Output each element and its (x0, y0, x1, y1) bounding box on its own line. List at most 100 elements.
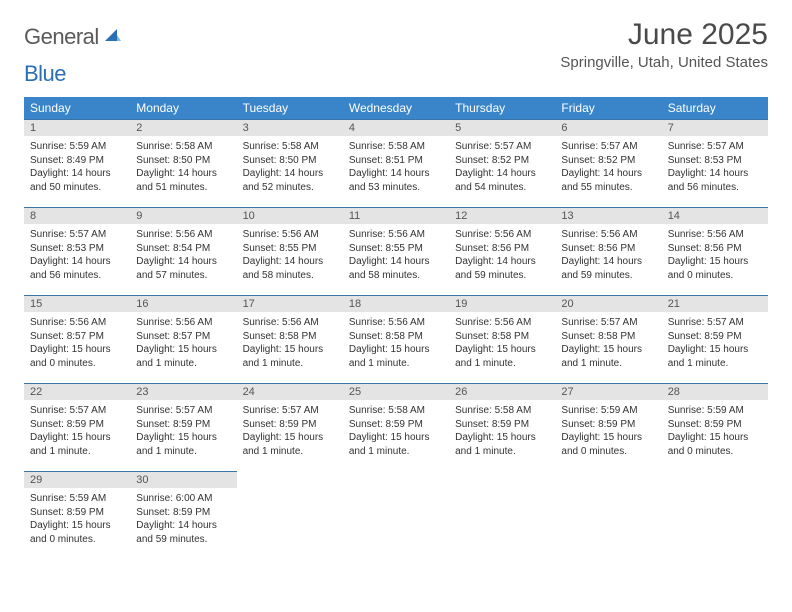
day-body: Sunrise: 5:56 AMSunset: 8:57 PMDaylight:… (130, 312, 236, 376)
calendar-day-cell: 10Sunrise: 5:56 AMSunset: 8:55 PMDayligh… (237, 208, 343, 296)
sunset-text: Sunset: 8:58 PM (561, 330, 655, 344)
daylight-text: Daylight: 15 hours (30, 519, 124, 533)
sunrise-text: Sunrise: 5:57 AM (136, 404, 230, 418)
sunrise-text: Sunrise: 5:56 AM (455, 316, 549, 330)
sunrise-text: Sunrise: 5:57 AM (30, 228, 124, 242)
daylight-text: and 1 minute. (561, 357, 655, 371)
daylight-text: Daylight: 14 hours (349, 167, 443, 181)
day-number: 4 (343, 120, 449, 136)
daylight-text: Daylight: 15 hours (30, 431, 124, 445)
daylight-text: Daylight: 14 hours (136, 519, 230, 533)
daylight-text: Daylight: 15 hours (243, 431, 337, 445)
calendar-day-cell (662, 472, 768, 560)
daylight-text: Daylight: 15 hours (668, 255, 762, 269)
day-body: Sunrise: 5:58 AMSunset: 8:51 PMDaylight:… (343, 136, 449, 200)
daylight-text: and 1 minute. (668, 357, 762, 371)
day-body: Sunrise: 5:58 AMSunset: 8:59 PMDaylight:… (449, 400, 555, 464)
sunrise-text: Sunrise: 5:56 AM (349, 316, 443, 330)
calendar-day-cell: 19Sunrise: 5:56 AMSunset: 8:58 PMDayligh… (449, 296, 555, 384)
day-number: 17 (237, 296, 343, 312)
daylight-text: and 1 minute. (243, 445, 337, 459)
sunrise-text: Sunrise: 5:56 AM (243, 316, 337, 330)
calendar-day-cell: 6Sunrise: 5:57 AMSunset: 8:52 PMDaylight… (555, 120, 661, 208)
title-block: June 2025 Springville, Utah, United Stat… (560, 18, 768, 71)
weekday-header: Sunday (24, 97, 130, 120)
daylight-text: Daylight: 15 hours (455, 343, 549, 357)
calendar-day-cell: 30Sunrise: 6:00 AMSunset: 8:59 PMDayligh… (130, 472, 236, 560)
day-body: Sunrise: 5:59 AMSunset: 8:59 PMDaylight:… (24, 488, 130, 552)
calendar-day-cell: 7Sunrise: 5:57 AMSunset: 8:53 PMDaylight… (662, 120, 768, 208)
day-number: 15 (24, 296, 130, 312)
sunrise-text: Sunrise: 5:57 AM (455, 140, 549, 154)
daylight-text: and 56 minutes. (30, 269, 124, 283)
sunset-text: Sunset: 8:55 PM (349, 242, 443, 256)
calendar-day-cell: 22Sunrise: 5:57 AMSunset: 8:59 PMDayligh… (24, 384, 130, 472)
day-number: 26 (449, 384, 555, 400)
daylight-text: and 1 minute. (30, 445, 124, 459)
sunset-text: Sunset: 8:58 PM (349, 330, 443, 344)
daylight-text: Daylight: 14 hours (136, 255, 230, 269)
calendar-day-cell: 4Sunrise: 5:58 AMSunset: 8:51 PMDaylight… (343, 120, 449, 208)
sunset-text: Sunset: 8:59 PM (668, 418, 762, 432)
calendar-day-cell (555, 472, 661, 560)
calendar-day-cell: 16Sunrise: 5:56 AMSunset: 8:57 PMDayligh… (130, 296, 236, 384)
daylight-text: and 58 minutes. (349, 269, 443, 283)
sunset-text: Sunset: 8:59 PM (455, 418, 549, 432)
calendar-day-cell (343, 472, 449, 560)
sunrise-text: Sunrise: 5:56 AM (349, 228, 443, 242)
calendar-day-cell: 28Sunrise: 5:59 AMSunset: 8:59 PMDayligh… (662, 384, 768, 472)
daylight-text: and 1 minute. (243, 357, 337, 371)
day-body: Sunrise: 5:56 AMSunset: 8:58 PMDaylight:… (237, 312, 343, 376)
day-number: 21 (662, 296, 768, 312)
sunset-text: Sunset: 8:52 PM (561, 154, 655, 168)
daylight-text: and 1 minute. (455, 357, 549, 371)
sunset-text: Sunset: 8:49 PM (30, 154, 124, 168)
weekday-header: Thursday (449, 97, 555, 120)
day-body: Sunrise: 5:56 AMSunset: 8:56 PMDaylight:… (449, 224, 555, 288)
calendar-day-cell: 29Sunrise: 5:59 AMSunset: 8:59 PMDayligh… (24, 472, 130, 560)
daylight-text: Daylight: 15 hours (455, 431, 549, 445)
daylight-text: and 58 minutes. (243, 269, 337, 283)
daylight-text: and 0 minutes. (668, 445, 762, 459)
logo-word1: General (24, 24, 99, 50)
day-number: 24 (237, 384, 343, 400)
day-number: 27 (555, 384, 661, 400)
day-body: Sunrise: 5:57 AMSunset: 8:59 PMDaylight:… (237, 400, 343, 464)
weekday-header: Tuesday (237, 97, 343, 120)
sunrise-text: Sunrise: 5:57 AM (668, 316, 762, 330)
daylight-text: and 54 minutes. (455, 181, 549, 195)
sunrise-text: Sunrise: 5:56 AM (136, 316, 230, 330)
daylight-text: and 57 minutes. (136, 269, 230, 283)
daylight-text: and 0 minutes. (30, 357, 124, 371)
weekday-header: Monday (130, 97, 236, 120)
sunrise-text: Sunrise: 5:56 AM (561, 228, 655, 242)
daylight-text: and 50 minutes. (30, 181, 124, 195)
daylight-text: and 1 minute. (349, 357, 443, 371)
sunset-text: Sunset: 8:57 PM (136, 330, 230, 344)
day-number: 13 (555, 208, 661, 224)
calendar-day-cell: 14Sunrise: 5:56 AMSunset: 8:56 PMDayligh… (662, 208, 768, 296)
sunrise-text: Sunrise: 5:57 AM (561, 140, 655, 154)
sunrise-text: Sunrise: 5:56 AM (136, 228, 230, 242)
day-body: Sunrise: 5:57 AMSunset: 8:58 PMDaylight:… (555, 312, 661, 376)
daylight-text: Daylight: 14 hours (243, 255, 337, 269)
day-number: 6 (555, 120, 661, 136)
daylight-text: Daylight: 14 hours (455, 255, 549, 269)
calendar-week-row: 29Sunrise: 5:59 AMSunset: 8:59 PMDayligh… (24, 472, 768, 560)
day-number: 18 (343, 296, 449, 312)
sunset-text: Sunset: 8:50 PM (243, 154, 337, 168)
sunset-text: Sunset: 8:51 PM (349, 154, 443, 168)
day-body: Sunrise: 5:59 AMSunset: 8:59 PMDaylight:… (555, 400, 661, 464)
day-number: 28 (662, 384, 768, 400)
daylight-text: and 52 minutes. (243, 181, 337, 195)
sunset-text: Sunset: 8:59 PM (243, 418, 337, 432)
daylight-text: and 1 minute. (455, 445, 549, 459)
daylight-text: Daylight: 15 hours (136, 431, 230, 445)
day-number: 25 (343, 384, 449, 400)
day-number: 29 (24, 472, 130, 488)
daylight-text: Daylight: 14 hours (668, 167, 762, 181)
calendar-day-cell: 2Sunrise: 5:58 AMSunset: 8:50 PMDaylight… (130, 120, 236, 208)
sunset-text: Sunset: 8:53 PM (30, 242, 124, 256)
day-body: Sunrise: 5:58 AMSunset: 8:50 PMDaylight:… (130, 136, 236, 200)
daylight-text: and 1 minute. (349, 445, 443, 459)
